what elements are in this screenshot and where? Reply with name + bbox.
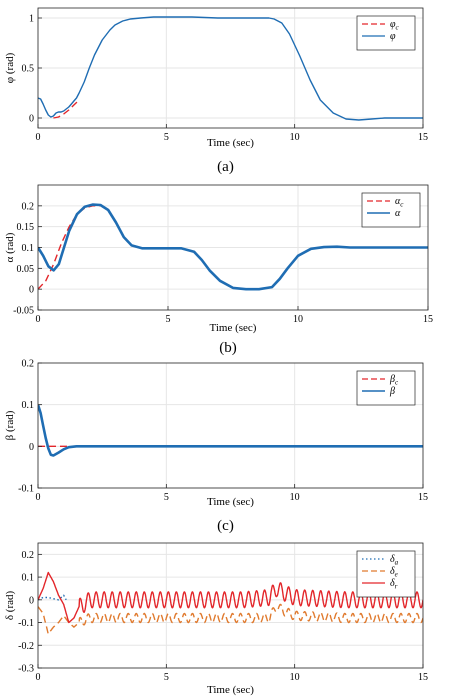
y-tick-label: 0.1 bbox=[22, 400, 35, 411]
x-tick-label: 0 bbox=[36, 492, 41, 503]
series-line-δe bbox=[38, 603, 423, 635]
legend-label: βc bbox=[389, 374, 399, 387]
y-tick-label: -0.05 bbox=[13, 306, 34, 317]
legend-label: δe bbox=[390, 566, 398, 579]
x-tick-label: 15 bbox=[418, 492, 428, 503]
x-tick-label: 10 bbox=[290, 492, 300, 503]
y-tick-label: 0 bbox=[29, 595, 34, 606]
legend-label: φc bbox=[390, 19, 400, 32]
y-tick-label: 0.2 bbox=[22, 359, 35, 370]
legend-box bbox=[361, 192, 421, 228]
legend: βcβ bbox=[356, 370, 416, 406]
x-tick-label: 10 bbox=[290, 672, 300, 683]
x-axis-label: Time (sec) bbox=[207, 684, 254, 696]
y-tick-label: 0.1 bbox=[22, 243, 35, 254]
y-tick-label: 0 bbox=[29, 114, 34, 125]
y-tick-label: 0.2 bbox=[22, 201, 35, 212]
x-tick-label: 10 bbox=[293, 314, 303, 325]
x-tick-label: 5 bbox=[166, 314, 171, 325]
legend-label: δa bbox=[390, 554, 399, 567]
x-tick-label: 0 bbox=[36, 314, 41, 325]
y-tick-label: -0.1 bbox=[18, 618, 34, 629]
y-tick-label: 0 bbox=[29, 285, 34, 296]
y-tick-label: 0.05 bbox=[17, 264, 35, 275]
legend-box bbox=[356, 550, 416, 598]
legend-box bbox=[356, 370, 416, 406]
x-axis-label: Time (sec) bbox=[207, 496, 254, 508]
series-line-α bbox=[38, 203, 428, 291]
x-tick-label: 15 bbox=[423, 314, 433, 325]
legend-label: αc bbox=[395, 196, 404, 209]
series-line-δa bbox=[38, 594, 67, 601]
y-tick-label: 0.2 bbox=[22, 550, 35, 561]
legend: φcφ bbox=[356, 15, 416, 51]
y-tick-label: 0.15 bbox=[17, 222, 35, 233]
axes-frame bbox=[37, 362, 424, 489]
x-tick-label: 10 bbox=[290, 132, 300, 143]
x-tick-label: 15 bbox=[418, 132, 428, 143]
x-axis-label: Time (sec) bbox=[210, 322, 257, 334]
series-line-δr bbox=[38, 571, 423, 624]
series-line-φc bbox=[53, 99, 80, 119]
series-line-φ bbox=[38, 16, 423, 121]
panel-label: (b) bbox=[219, 340, 237, 356]
x-tick-label: 15 bbox=[418, 672, 428, 683]
panel-label: (c) bbox=[217, 518, 234, 534]
y-tick-label: 0 bbox=[29, 442, 34, 453]
legend-label: β bbox=[389, 386, 395, 397]
y-tick-label: -0.3 bbox=[18, 664, 34, 675]
y-axis-label: β (rad) bbox=[4, 410, 16, 440]
legend-label: δr bbox=[390, 578, 398, 591]
axes-frame bbox=[37, 542, 424, 669]
y-tick-label: -0.2 bbox=[18, 641, 34, 652]
y-axis-label: φ (rad) bbox=[4, 52, 16, 83]
legend-label: α bbox=[395, 208, 401, 219]
y-tick-label: 1 bbox=[29, 14, 34, 25]
x-tick-label: 5 bbox=[164, 132, 169, 143]
chart-panel-a: 0 5 10 15 0 0.5 1 Time (sec) φ (rad) (a) φcφ bbox=[4, 7, 428, 175]
chart-panel-d: 0 5 10 15 -0.3 -0.2 -0.1 0 0.1 0.2 Time (sec) δ (ra… bbox=[4, 542, 428, 696]
series-line-β bbox=[38, 404, 423, 457]
legend-box bbox=[356, 15, 416, 51]
panel-label: (a) bbox=[217, 159, 234, 175]
x-tick-label: 0 bbox=[36, 672, 41, 683]
x-tick-label: 5 bbox=[164, 672, 169, 683]
y-tick-label: 0.1 bbox=[22, 573, 35, 584]
y-axis-label: α (rad) bbox=[4, 232, 16, 262]
legend-label: φ bbox=[390, 31, 396, 42]
x-tick-label: 0 bbox=[36, 132, 41, 143]
x-axis-label: Time (sec) bbox=[207, 137, 254, 149]
legend: αcα bbox=[361, 192, 421, 228]
x-tick-label: 5 bbox=[164, 492, 169, 503]
y-tick-label: -0.1 bbox=[18, 484, 34, 495]
y-tick-label: 0.5 bbox=[22, 64, 35, 75]
y-axis-label: δ (rad) bbox=[4, 591, 16, 621]
